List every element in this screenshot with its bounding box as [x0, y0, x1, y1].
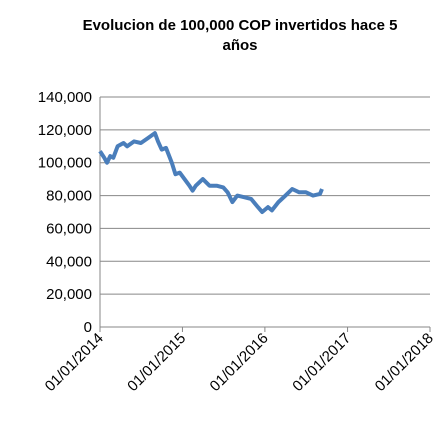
y-tick-label: 60,000: [46, 220, 92, 237]
x-tick-label: 01/01/2015: [124, 330, 189, 395]
x-tick-label: 01/01/2018: [372, 330, 437, 395]
x-tick-label: 01/01/2016: [207, 330, 272, 395]
y-tick-label: 140,000: [38, 89, 92, 106]
y-tick-label: 80,000: [46, 188, 92, 205]
y-tick-label: 20,000: [46, 286, 92, 303]
x-tick-label: 01/01/2014: [42, 330, 107, 395]
y-tick-label: 40,000: [46, 253, 92, 270]
y-tick-label: 0: [84, 319, 92, 336]
chart-title: Evolucion de 100,000 COP invertidos hace…: [82, 17, 398, 54]
y-tick-label: 100,000: [38, 155, 92, 172]
x-tick-label: 01/01/2017: [289, 330, 354, 395]
series-line: [98, 131, 324, 214]
y-tick-label: 120,000: [38, 122, 92, 139]
